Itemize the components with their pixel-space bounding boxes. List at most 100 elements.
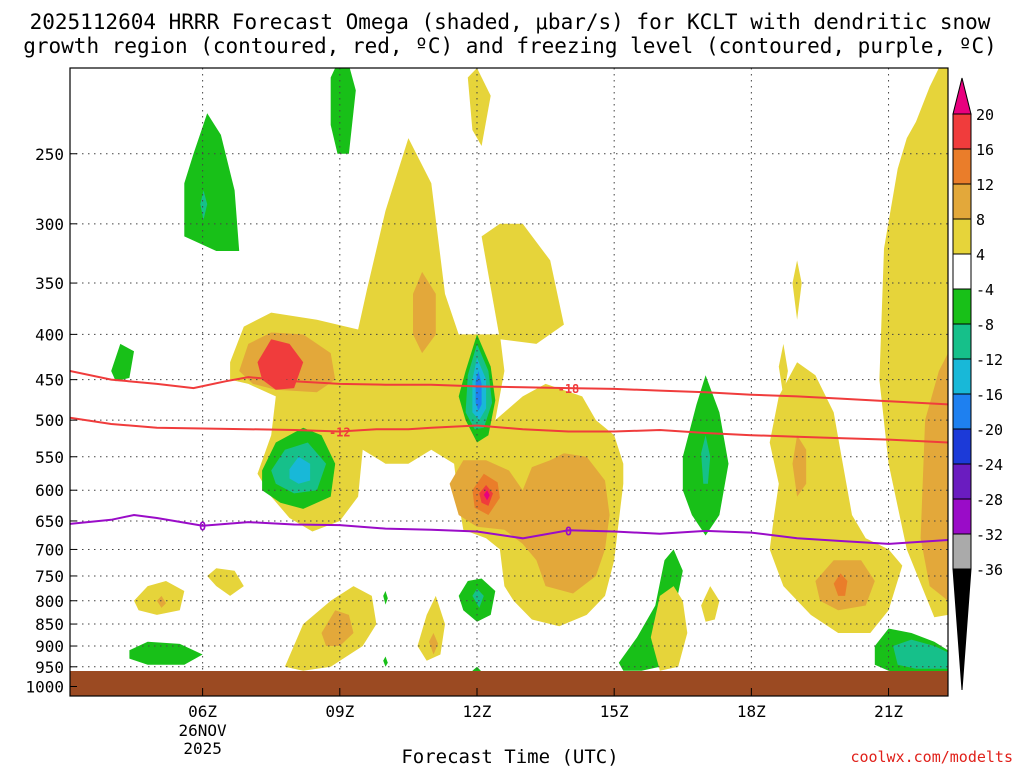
omega-region-29	[792, 260, 802, 320]
contour-line-1	[70, 416, 948, 444]
chart-title-line-2: growth region (contoured, red, ºC) and f…	[23, 34, 997, 58]
omega-region-45	[472, 588, 484, 608]
colorbar-box-11	[952, 498, 972, 535]
contour-label-1: -12	[329, 425, 351, 439]
xtick-label-18Z: 18Z	[737, 702, 766, 721]
colorbar-box-2	[952, 183, 972, 220]
xtick-label-21Z: 21Z	[874, 702, 903, 721]
ytick-label-600: 600	[35, 481, 64, 500]
colorbar-label-10: -24	[976, 456, 1003, 474]
contour-label-2: 0	[199, 520, 206, 534]
axis-ticks: 250 300 350 400 450 500 550 600 650 700 750 800 850 9…	[25, 145, 903, 758]
ytick-label-900: 900	[35, 637, 64, 656]
colorbar-box-0	[952, 113, 972, 150]
ytick-label-650: 650	[35, 512, 64, 531]
omega-region-22	[701, 435, 711, 484]
omega-region-34	[650, 586, 688, 671]
colorbar-label-5: -4	[976, 281, 994, 299]
ytick-label-450: 450	[35, 371, 64, 390]
contour-label-0: -18	[558, 382, 580, 396]
colorbar-box-8	[952, 393, 972, 430]
colorbar-label-2: 12	[976, 176, 994, 194]
colorbar-box-9	[952, 428, 972, 465]
colorbar-box-1	[952, 148, 972, 185]
omega-region-26	[833, 573, 848, 596]
contour-line-0	[70, 370, 948, 406]
ytick-label-800: 800	[35, 592, 64, 611]
xtick-label-09Z: 09Z	[325, 702, 354, 721]
ytick-label-500: 500	[35, 411, 64, 430]
colorbar-box-12	[952, 533, 972, 570]
colorbar-box-6	[952, 323, 972, 360]
omega-region-30	[778, 343, 788, 397]
colorbar-label-0: 20	[976, 106, 994, 124]
omega-region-1	[200, 190, 208, 220]
colorbar-label-9: -20	[976, 421, 1003, 439]
omega-region-23	[769, 362, 903, 633]
colorbar-label-13: -36	[976, 561, 1003, 579]
omega-region-0	[184, 113, 240, 251]
ytick-label-700: 700	[35, 540, 64, 559]
omega-shading-layer	[111, 68, 948, 676]
omega-region-39	[429, 633, 439, 655]
temperature-contours: -18 -12 0 0	[70, 370, 948, 545]
colorbar-box-4	[952, 253, 972, 290]
omega-region-40	[207, 568, 244, 596]
omega-region-28	[920, 353, 948, 601]
omega-region-47	[383, 591, 388, 605]
ytick-label-1000: 1000	[25, 678, 64, 697]
omega-region-5	[481, 223, 564, 344]
omega-region-10	[257, 339, 304, 390]
colorbar-box-3	[952, 218, 972, 255]
colorbar: 20 16 12 8 4 -4 -8 -12 -16 -20 -24 -28 -32 -36	[952, 77, 1003, 691]
colorbar-box-10	[952, 463, 972, 500]
ytick-label-750: 750	[35, 567, 64, 586]
colorbar-label-11: -28	[976, 491, 1003, 509]
credit-text[interactable]: coolwx.com/modelts	[850, 748, 1013, 766]
omega-region-42	[156, 595, 166, 608]
ytick-label-300: 300	[35, 215, 64, 234]
omega-region-24	[792, 435, 807, 497]
omega-region-32	[893, 639, 948, 669]
colorbar-label-6: -8	[976, 316, 994, 334]
contour-line-2	[70, 513, 948, 545]
omega-region-48	[383, 656, 388, 667]
xtick-label-06Z: 06Z	[188, 702, 217, 721]
colorbar-label-4: 4	[976, 246, 985, 264]
xtick-label-15Z: 15Z	[600, 702, 629, 721]
omega-region-41	[134, 581, 185, 615]
ytick-label-950: 950	[35, 658, 64, 677]
omega-region-35	[701, 586, 720, 622]
date-label-1: 2025	[183, 739, 222, 758]
xtick-label-12Z: 12Z	[463, 702, 492, 721]
ytick-label-550: 550	[35, 448, 64, 467]
colorbar-label-8: -16	[976, 386, 1003, 404]
colorbar-box-7	[952, 358, 972, 395]
omega-region-2	[330, 68, 356, 154]
ytick-label-400: 400	[35, 325, 64, 344]
dotted-grid	[70, 68, 948, 696]
colorbar-label-7: -12	[976, 351, 1003, 369]
omega-region-3	[111, 343, 134, 382]
omega-region-7	[413, 271, 436, 354]
ytick-label-850: 850	[35, 615, 64, 634]
contour-label-3: 0	[565, 524, 572, 538]
omega-region-43	[129, 641, 203, 665]
colorbar-label-1: 16	[976, 141, 994, 159]
omega-region-20	[289, 456, 311, 484]
x-axis-label: Forecast Time (UTC)	[401, 746, 618, 768]
plot-frame	[69, 67, 949, 697]
colorbar-top-arrow	[952, 77, 972, 115]
omega-region-38	[417, 595, 445, 661]
ground-band	[70, 671, 948, 696]
date-label-0: 26NOV	[179, 721, 228, 740]
colorbar-label-12: -32	[976, 526, 1003, 544]
colorbar-box-5	[952, 288, 972, 325]
ytick-label-350: 350	[35, 274, 64, 293]
colorbar-bottom-arrow	[952, 568, 972, 691]
omega-region-37	[321, 610, 354, 646]
omega-region-6	[467, 68, 491, 146]
omega-region-13	[483, 490, 490, 501]
colorbar-label-3: 8	[976, 211, 985, 229]
